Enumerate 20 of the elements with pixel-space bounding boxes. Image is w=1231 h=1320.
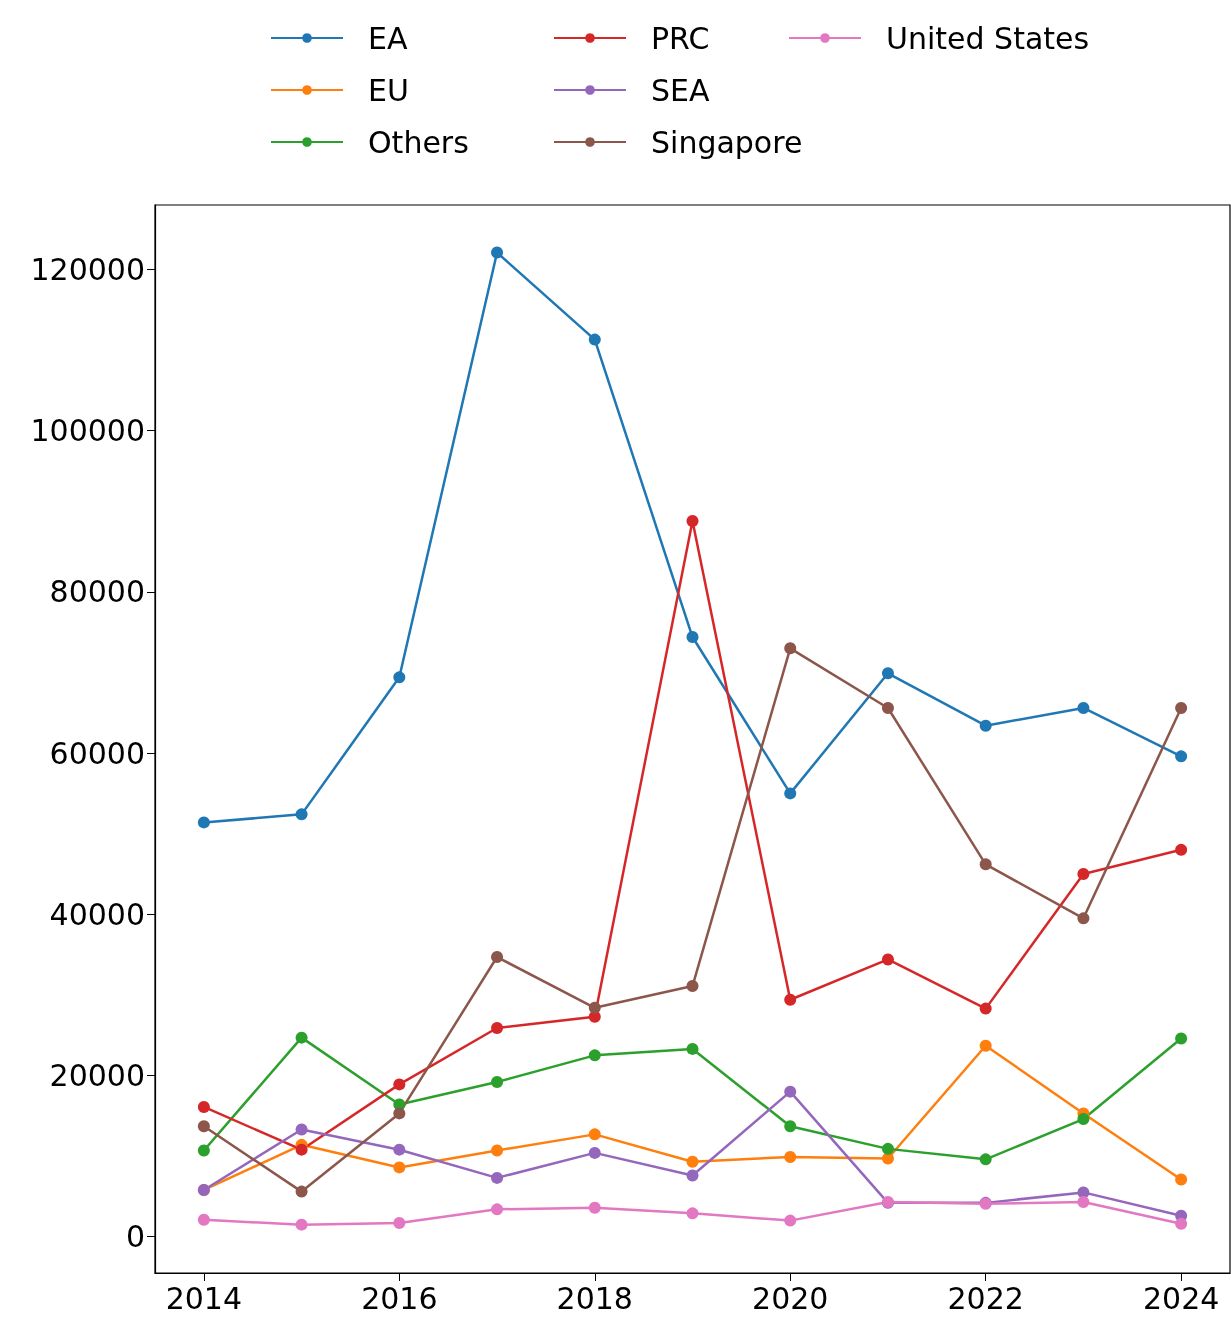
y-tick-label: 120000 (30, 251, 145, 287)
legend-label: PRC (651, 20, 710, 56)
y-tick-label: 40000 (49, 896, 145, 932)
legend-label: EU (368, 72, 409, 108)
x-tick-label: 2014 (165, 1280, 243, 1316)
x-tick-label: 2016 (361, 1280, 438, 1316)
y-tick-label: 100000 (30, 413, 145, 449)
legend-label: Singapore (651, 124, 803, 160)
y-tick-label: 80000 (49, 574, 145, 610)
legend-label: SEA (651, 72, 710, 108)
legend-label: Others (368, 124, 469, 160)
x-tick-label: 2020 (752, 1280, 829, 1316)
y-tick-label: 0 (125, 1219, 145, 1255)
x-tick-label: 2022 (947, 1280, 1024, 1316)
x-tick-label: 2024 (1142, 1280, 1220, 1316)
legend-label: EA (368, 20, 408, 56)
x-tick-label: 2018 (556, 1280, 633, 1316)
y-tick-label: 60000 (49, 735, 145, 771)
y-tick-label: 20000 (49, 1058, 145, 1094)
legend-label: United States (886, 20, 1090, 56)
